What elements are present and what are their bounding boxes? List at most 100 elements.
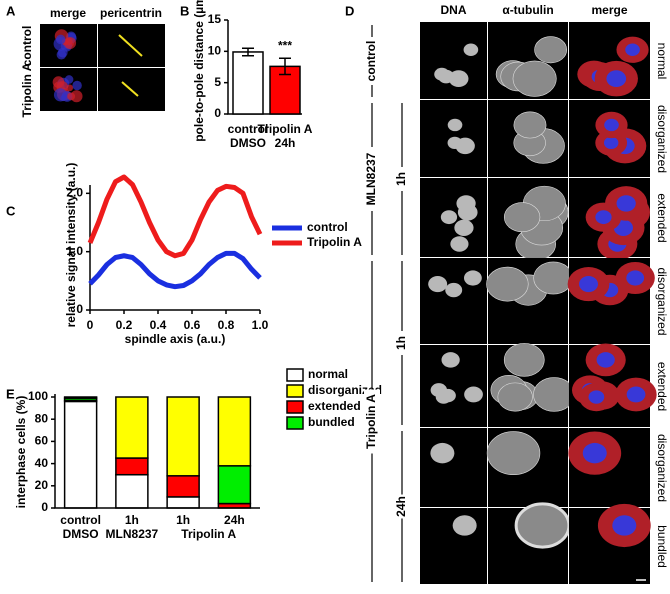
x-tick-label: 0 xyxy=(87,318,94,332)
cell-signal xyxy=(52,76,65,88)
legend-label: normal xyxy=(308,367,348,381)
line xyxy=(87,174,263,259)
y-tick-label: 0 xyxy=(214,106,221,120)
nucleus xyxy=(626,270,645,286)
y-tick-label: 40 xyxy=(35,456,49,470)
x-tick-label: 1.0 xyxy=(252,318,269,332)
row-label: control xyxy=(20,26,34,67)
y-axis-label: relative signal intensity (a.u.) xyxy=(64,163,78,328)
y-tick-label: 20 xyxy=(35,478,49,492)
micrograph xyxy=(420,508,487,584)
panel-letter: A xyxy=(6,3,16,18)
bar-segment xyxy=(63,400,98,509)
nucleus xyxy=(430,442,455,464)
group-label: Tripolin A xyxy=(181,527,236,541)
nucleus xyxy=(463,43,479,56)
y-tick-label: 0 xyxy=(41,500,48,514)
nucleus xyxy=(445,282,463,298)
y-tick-label: 80 xyxy=(35,411,49,425)
nucleus xyxy=(606,70,627,88)
row-label: bundled xyxy=(655,525,669,568)
cytoskeleton xyxy=(486,266,529,302)
cell-signal xyxy=(66,84,74,92)
bar-segment xyxy=(115,473,149,509)
axis xyxy=(89,185,260,311)
group-label: Tripolin A xyxy=(364,394,378,449)
x-tick-label: 0.4 xyxy=(150,318,167,332)
x-tick-label: 1h xyxy=(176,513,190,527)
y-tick-label: 60 xyxy=(35,434,49,448)
row-label: extended xyxy=(655,362,669,411)
cell-signal xyxy=(64,75,74,84)
bar-segment xyxy=(217,465,252,505)
legend-label: disorganized xyxy=(308,383,382,397)
nucleus xyxy=(435,390,452,404)
label-bg xyxy=(364,37,380,85)
y-tick-label: 2.0 xyxy=(66,186,83,200)
column-header: merge xyxy=(591,3,627,17)
y-tick-label: 5 xyxy=(214,75,221,89)
bar-segment xyxy=(166,496,200,509)
legend-label: extended xyxy=(308,399,361,413)
micrograph xyxy=(420,258,487,344)
y-axis-label: pole-to-pole distance (µm) xyxy=(192,0,206,142)
cytoskeleton xyxy=(486,431,541,476)
nucleus xyxy=(450,236,469,252)
spindle-line xyxy=(121,81,139,97)
bar-segment xyxy=(166,396,200,477)
x-axis-label: spindle axis (a.u.) xyxy=(125,332,226,346)
panel-letter: C xyxy=(6,203,16,218)
cytoskeleton xyxy=(534,36,568,64)
column-header: merge xyxy=(50,6,86,20)
x-tick-label: DMSO xyxy=(230,136,266,150)
panel-letter: E xyxy=(6,386,15,401)
group-label: control xyxy=(364,41,378,82)
row-label: disorganized xyxy=(655,434,669,502)
x-tick-label: 0.8 xyxy=(218,318,235,332)
cell-signal xyxy=(67,92,76,101)
nucleus xyxy=(464,386,483,403)
error-bar xyxy=(279,57,291,76)
bar-segment xyxy=(115,457,149,476)
time-label: 24h xyxy=(394,496,408,517)
nucleus xyxy=(428,276,448,293)
label-bg xyxy=(394,167,410,191)
y-tick-label: 0 xyxy=(76,302,83,316)
x-tick-label: 0.2 xyxy=(116,318,133,332)
nucleus xyxy=(604,118,619,132)
nucleus xyxy=(448,70,469,88)
legend-swatch xyxy=(286,416,304,430)
y-axis-label: interphase cells (%) xyxy=(14,396,28,509)
nucleus xyxy=(447,118,463,132)
x-tick-label: 1h xyxy=(125,513,139,527)
cell-signal xyxy=(53,88,68,102)
cell-signal xyxy=(64,36,77,50)
y-tick-label: 15 xyxy=(208,12,222,26)
cytoskeleton xyxy=(503,202,541,233)
bar xyxy=(232,51,264,115)
row-label: normal xyxy=(655,43,669,80)
micrograph xyxy=(420,428,487,507)
nucleus xyxy=(588,390,605,404)
row-label: extended xyxy=(655,193,669,242)
cytoskeleton xyxy=(512,60,557,97)
cytoskeleton xyxy=(503,343,545,377)
nucleus xyxy=(579,276,599,293)
row-label: disorganized xyxy=(655,267,669,335)
column-header: DNA xyxy=(441,3,467,17)
spindle-line xyxy=(118,34,143,57)
cell-signal xyxy=(57,47,68,58)
cytoskeleton xyxy=(533,377,576,412)
label-bg xyxy=(394,331,410,355)
row-label: Tripolin A xyxy=(20,62,34,117)
nucleus xyxy=(603,136,619,149)
legend-label: bundled xyxy=(308,415,355,429)
nucleus xyxy=(595,210,612,225)
time-label: 1h xyxy=(394,336,408,350)
legend-label: Tripolin A xyxy=(307,235,362,249)
nucleus xyxy=(625,43,640,56)
x-tick-label: 24h xyxy=(275,136,296,150)
bar-segment xyxy=(63,396,98,399)
